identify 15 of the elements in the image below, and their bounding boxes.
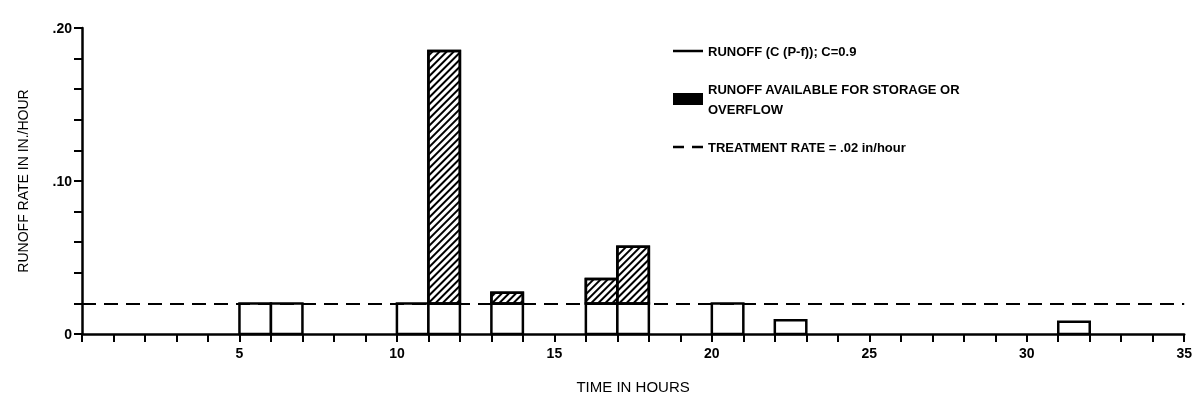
- y-tick-label: .10: [52, 173, 73, 189]
- y-axis-title: RUNOFF RATE IN IN./HOUR: [15, 89, 31, 273]
- y-tick-label: .20: [52, 20, 73, 36]
- x-tick-label: 10: [389, 345, 405, 361]
- legend-label: RUNOFF (C (P-f)); C=0.9: [708, 43, 857, 59]
- legend-label: RUNOFF AVAILABLE FOR STORAGE OR OVERFLOW: [708, 81, 964, 117]
- x-axis-title: TIME IN HOURS: [576, 378, 690, 395]
- x-tick-label: 25: [861, 345, 878, 361]
- legend-label: TREATMENT RATE = .02 in/hour: [708, 139, 906, 155]
- x-tick-label: 20: [704, 345, 720, 361]
- x-tick-label: 30: [1018, 345, 1035, 361]
- x-tick-label: 15: [546, 345, 563, 361]
- y-tick-label: 0: [64, 326, 73, 342]
- x-tick-label: 35: [1176, 345, 1193, 361]
- x-tick-label: 5: [235, 345, 244, 361]
